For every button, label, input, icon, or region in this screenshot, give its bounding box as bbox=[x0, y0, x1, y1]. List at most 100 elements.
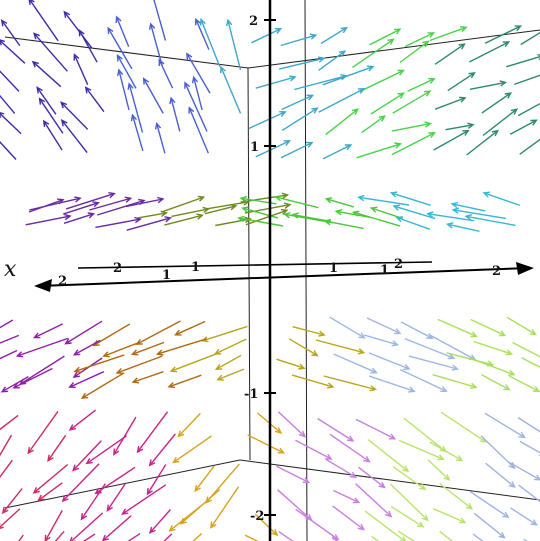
x-axis-arrow-left bbox=[34, 279, 52, 292]
vector-arrowhead bbox=[459, 517, 467, 524]
vector-arrowhead bbox=[291, 212, 299, 219]
vector-arrow bbox=[404, 337, 455, 359]
vector-arrowhead bbox=[68, 424, 77, 431]
vector-arrow bbox=[28, 199, 64, 213]
vector-arrow bbox=[19, 355, 65, 385]
x-axis-arrow-right bbox=[516, 262, 534, 275]
vector-arrowhead bbox=[289, 75, 297, 82]
vector-arrow bbox=[358, 196, 410, 206]
vector-arrow bbox=[277, 411, 306, 438]
vector-arrow bbox=[29, 0, 59, 42]
vector-arrow bbox=[518, 484, 540, 503]
vector-arrow bbox=[194, 465, 215, 492]
vector-arrow bbox=[132, 371, 164, 383]
vector-arrow bbox=[469, 357, 515, 376]
vector-arrow bbox=[248, 111, 286, 130]
vector-arrow bbox=[247, 434, 285, 454]
vector-arrow bbox=[508, 461, 540, 481]
vector-arrow bbox=[82, 533, 96, 541]
vector-arrowhead bbox=[113, 448, 120, 456]
vector-arrowhead bbox=[186, 52, 193, 60]
vector-arrowhead bbox=[194, 17, 201, 26]
vector-arrow bbox=[33, 32, 68, 72]
vector-arrow bbox=[122, 484, 167, 515]
vector-arrowhead bbox=[244, 216, 252, 224]
vector-arrowhead bbox=[529, 329, 537, 336]
vector-arrow bbox=[156, 123, 166, 154]
vector-arrowhead bbox=[518, 431, 526, 439]
vector-arrow bbox=[429, 26, 467, 42]
vector-arrowhead bbox=[226, 18, 233, 27]
vector-arrow bbox=[78, 30, 98, 63]
vector-arrowhead bbox=[532, 386, 540, 393]
vector-arrowhead bbox=[202, 206, 211, 214]
vector-arrow bbox=[407, 78, 435, 92]
vector-arrow bbox=[277, 489, 312, 521]
vector-arrow bbox=[483, 192, 521, 207]
vector-arrow bbox=[63, 11, 93, 49]
vector-arrow bbox=[137, 212, 167, 219]
vector-arrowhead bbox=[239, 195, 248, 203]
vector-arrowhead bbox=[167, 382, 175, 389]
vector-arrowhead bbox=[530, 119, 538, 126]
vector-arrow bbox=[215, 354, 242, 370]
tick-label-y-left-2: 2 bbox=[113, 261, 122, 276]
vector-arrowhead bbox=[482, 191, 490, 198]
vector-arrowhead bbox=[73, 366, 81, 373]
vector-arrow bbox=[1, 19, 21, 47]
vector-arrow bbox=[427, 213, 475, 222]
tick-label-y-right-2: 2 bbox=[394, 257, 403, 272]
vector-arrowhead bbox=[33, 32, 40, 40]
vector-arrowhead bbox=[309, 33, 318, 40]
vector-arrow bbox=[204, 201, 249, 210]
vector-arrowhead bbox=[142, 77, 150, 85]
vector-arrowhead bbox=[172, 456, 180, 464]
vector-arrowhead bbox=[37, 494, 45, 502]
vector-arrowhead bbox=[358, 332, 366, 339]
vector-arrow bbox=[505, 55, 540, 68]
vector-arrow bbox=[214, 338, 247, 355]
vector-arrow bbox=[184, 82, 208, 132]
vector-arrowhead bbox=[69, 536, 76, 541]
vector-arrowhead bbox=[216, 374, 224, 381]
vector-arrowhead bbox=[194, 484, 201, 493]
vector-arrow bbox=[137, 411, 169, 453]
vector-arrowhead bbox=[146, 487, 153, 496]
vector-arrow bbox=[437, 318, 477, 337]
vector-arrowhead bbox=[229, 203, 238, 211]
vector-arrowhead bbox=[237, 215, 245, 223]
vector-arrowhead bbox=[115, 15, 122, 24]
vector-arrow bbox=[396, 216, 431, 230]
vector-arrowhead bbox=[392, 204, 401, 211]
vector-arrowhead bbox=[241, 206, 249, 213]
vector-arrow bbox=[329, 316, 365, 339]
box-edge-vertical-front bbox=[304, 0, 308, 541]
box-edge-bottom-right bbox=[239, 459, 540, 501]
vector-arrowhead bbox=[164, 216, 172, 223]
vector-arrowhead bbox=[408, 386, 416, 393]
vector-arrowhead bbox=[394, 142, 402, 149]
vector-arrow bbox=[143, 78, 164, 114]
vector-arrow bbox=[434, 97, 466, 110]
vector-arrowhead bbox=[274, 28, 283, 34]
vector-arrow bbox=[149, 433, 176, 466]
vector-arrow bbox=[291, 374, 334, 388]
vector-arrowhead bbox=[124, 196, 133, 203]
vector-arrow bbox=[398, 439, 444, 460]
vector-arrowhead bbox=[72, 371, 81, 379]
vector-arrowhead bbox=[357, 87, 366, 94]
vector-arrow bbox=[400, 321, 433, 339]
vector-arrow bbox=[465, 215, 516, 227]
vector-arrowhead bbox=[102, 351, 110, 358]
vector-arrow bbox=[432, 508, 466, 524]
vector-arrow bbox=[276, 358, 305, 369]
vector-arrow bbox=[353, 211, 401, 227]
vector-arrowhead bbox=[60, 119, 68, 127]
vector-arrow bbox=[336, 210, 371, 218]
vector-arrow bbox=[440, 411, 487, 443]
vector-arrow bbox=[202, 325, 248, 342]
vector-arrowhead bbox=[80, 513, 88, 521]
vector-arrowhead bbox=[503, 384, 511, 391]
vector-arrow bbox=[0, 434, 13, 457]
vector-arrowhead bbox=[148, 459, 156, 467]
